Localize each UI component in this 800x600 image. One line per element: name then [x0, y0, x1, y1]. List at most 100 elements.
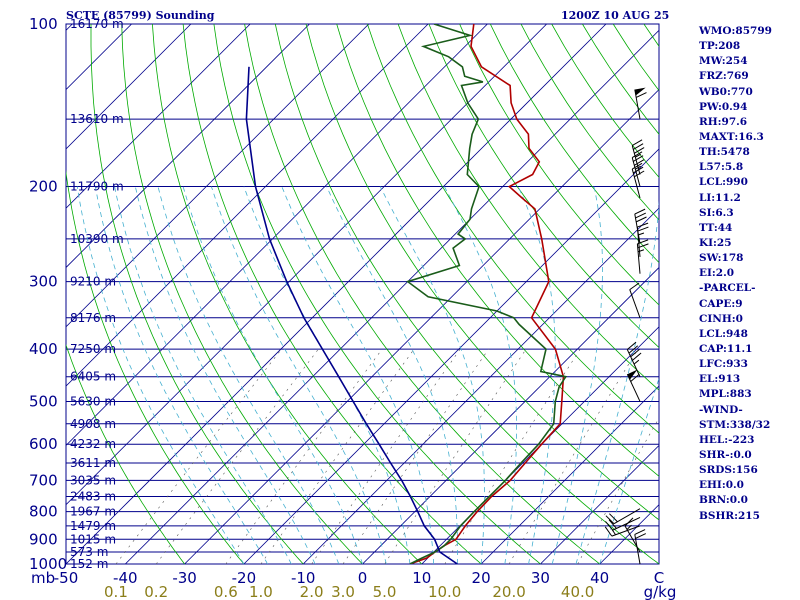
- isotherm: [66, 24, 310, 269]
- wind-barbs: [604, 87, 649, 565]
- height-label: 16170 m: [70, 17, 124, 31]
- temperature-tick-label: 40: [590, 569, 609, 587]
- mixing-ratio-line: [260, 348, 415, 564]
- temperature-tick-label: 0: [358, 569, 368, 587]
- wind-barb-pennant: [634, 87, 646, 96]
- pressure-tick-label: 800: [29, 503, 58, 521]
- index-item: PW:0.94: [699, 100, 748, 113]
- isotherm: [125, 29, 659, 564]
- index-item: MAXT:16.3: [699, 130, 764, 143]
- temperature-tick-label: 30: [531, 569, 550, 587]
- index-item: TH:5478: [699, 146, 750, 159]
- wind-barb-staff: [631, 157, 641, 187]
- height-label: 11790 m: [70, 180, 124, 194]
- wind-barb-flag: [634, 529, 646, 535]
- moist-adiabat: [281, 186, 435, 564]
- height-label: 573 m: [70, 545, 108, 559]
- wind-barb-staff: [612, 517, 641, 531]
- wind-barb-flag: [626, 341, 637, 350]
- wind-barb-half-flag: [633, 359, 640, 365]
- isotherm: [66, 24, 251, 209]
- index-item: SW:178: [699, 252, 744, 265]
- pressure-tick-label: 300: [29, 273, 58, 291]
- dry-adiabat: [121, 24, 363, 564]
- wind-barb-flag: [609, 513, 618, 523]
- index-item: BRN:0.0: [699, 494, 748, 507]
- dry-adiabat: [213, 24, 541, 564]
- moist-adiabat: [379, 186, 485, 564]
- temperature-profile: [409, 24, 565, 564]
- height-label: 3035 m: [70, 473, 116, 487]
- mixing-ratio-label: 40.0: [561, 583, 594, 600]
- guide-lines: [66, 24, 659, 564]
- mixing-ratio-line: [384, 348, 527, 564]
- wind-barb-flag: [633, 166, 644, 174]
- height-label: 13610 m: [70, 112, 124, 126]
- moist-adiabat: [95, 186, 268, 564]
- wind-barb-staff: [626, 374, 641, 402]
- dry-adiabat: [367, 24, 659, 434]
- dewpoint-profile: [405, 24, 568, 564]
- temperature-unit-label: C: [654, 569, 664, 587]
- wind-barb-staff: [636, 243, 641, 274]
- wind-barb-flag: [634, 147, 645, 154]
- wind-barb-flag: [631, 151, 643, 159]
- wind-barb-flag: [635, 92, 647, 98]
- index-item: BSHR:215: [699, 509, 760, 522]
- dry-adiabat: [152, 24, 423, 564]
- index-item: FRZ:769: [699, 70, 749, 83]
- isotherm: [184, 89, 659, 564]
- height-label: 1015 m: [70, 532, 116, 546]
- height-label: 8176 m: [70, 311, 116, 325]
- mixing-ratio-unit-label: g/kg: [644, 583, 677, 600]
- wind-barb-flag: [634, 170, 645, 178]
- station-title: SCTE (85799) Sounding: [66, 9, 215, 22]
- index-item: SI:6.3: [699, 206, 734, 219]
- mixing-ratio-line: [155, 348, 319, 564]
- parcel-trace: [245, 66, 458, 564]
- mixing-ratio-line: [311, 348, 461, 564]
- index-item: WMO:85799: [699, 25, 772, 37]
- pressure-tick-label: 400: [29, 340, 58, 358]
- isotherm: [66, 24, 488, 446]
- height-label: 4908 m: [70, 417, 116, 431]
- temperature-tick-label: -10: [291, 569, 316, 587]
- pressure-tick-label: 600: [29, 435, 58, 453]
- wind-barb-flag: [635, 533, 647, 539]
- temperature-tick-label: -30: [172, 569, 197, 587]
- wind-barb-flag: [629, 282, 640, 291]
- pressure-tick-label: 500: [29, 392, 58, 410]
- pressure-tick-label: 100: [29, 15, 58, 33]
- height-label: 7250 m: [70, 342, 116, 356]
- wind-barb: [626, 369, 641, 402]
- index-item: LCL:990: [699, 176, 748, 189]
- index-item: L57:5.8: [699, 161, 744, 174]
- isotherm: [302, 207, 659, 564]
- wind-barb-flag: [624, 517, 634, 527]
- wind-barb: [604, 525, 641, 537]
- wind-barb: [605, 517, 641, 531]
- moist-adiabat: [243, 186, 411, 564]
- wind-barb-flag: [631, 139, 643, 146]
- isotherm: [66, 24, 547, 506]
- wind-barb-staff: [634, 213, 641, 244]
- wind-barb-flag: [634, 208, 646, 215]
- index-item: -PARCEL-: [699, 282, 756, 295]
- moist-adiabat: [76, 186, 245, 564]
- height-label: 3611 m: [70, 456, 116, 470]
- isotherm: [243, 148, 659, 564]
- isotherm: [66, 24, 429, 387]
- height-label: 4232 m: [70, 437, 116, 451]
- wind-barb-staff: [631, 168, 641, 199]
- wind-barb-pennant: [627, 369, 638, 380]
- stability-indices-list: WMO:85799 TP:208 MW:254 FRZ:769 WB0:770 PW:0.…: [699, 24, 772, 524]
- wind-barb-flag: [637, 226, 649, 232]
- mixing-ratio-label: 20.0: [492, 583, 525, 600]
- index-item: SRDS:156: [699, 464, 758, 477]
- index-item: LCL:948: [699, 327, 748, 340]
- height-label: 1967 m: [70, 505, 116, 519]
- wind-barb-flag: [633, 155, 644, 162]
- wind-barb: [631, 139, 645, 175]
- wind-barb-flag: [632, 352, 642, 361]
- wind-barb-flag: [634, 159, 645, 166]
